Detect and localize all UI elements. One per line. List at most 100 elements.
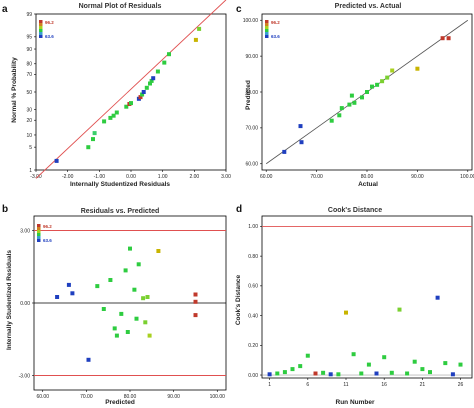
panel-b-point [193,313,198,318]
panel-c-legend-high-swatch [265,20,269,23]
panel-c-legend-high-label: 96.2 [271,20,280,25]
panel-c-pred-vs-actual: c Predicted vs. Actual Actual Predicted … [236,3,474,188]
panel-b-legend-high-label: 96.2 [43,224,52,229]
panel-a-point [197,26,202,31]
panel-a-legend-grad-2 [39,26,43,29]
panel-b-point [55,295,60,299]
panel-b-legend-grad-2 [37,230,41,233]
panel-c-legend-grad-4 [265,32,269,35]
panel-d-ytick-label: 0.60 [248,284,258,290]
panel-b-ytick-label: -3.00 [19,373,31,379]
panel-c-point [349,93,354,98]
panel-c-ytick-label: 70.00 [245,126,258,132]
panel-c-ylabel: Predicted [245,80,252,110]
panel-c-title: Predicted vs. Actual [335,3,402,10]
panel-a-point [91,137,95,142]
panel-a-point [111,113,116,118]
panel-c-point [375,82,380,87]
panel-a-legend-low-label: 63.6 [45,34,54,39]
panel-d-point [420,367,425,372]
panel-b-point [136,262,141,267]
panel-c-point [298,124,303,129]
panel-a-point [86,145,91,150]
panel-c-point [360,95,364,100]
panel-c-point [415,66,420,71]
panel-a-xtick-label: 0.00 [126,174,136,180]
panel-d-frame [261,215,473,379]
panel-d-xtick-label: 26 [458,382,464,388]
panel-c-legend-grad-1 [265,23,269,26]
panel-a-legend-grad-3 [39,29,43,32]
panel-d-point [458,362,463,367]
panel-b-letter: b [2,204,8,215]
panel-a-legend-grad-1 [39,23,43,26]
panel-a-xtick-label: 1.00 [158,174,168,180]
panel-a-point [108,115,113,120]
panel-a-point [193,37,198,42]
panel-b-ylabel: Internally Studentized Residuals [6,250,13,350]
panel-c-xlabel: Actual [358,181,378,188]
panel-a-xtick-label: -3.00 [30,174,42,180]
panel-a-ytick-label: 95 [26,35,32,41]
panel-b-xtick-label: 80.00 [124,394,137,400]
panel-d-ytick-label: 0.40 [248,313,258,319]
panel-d-point [359,371,364,376]
panel-a-point [114,110,119,115]
panel-b-legend-low-swatch [37,239,41,242]
panel-a-point [124,104,129,109]
panel-d-point [298,364,303,369]
panel-d-point [435,295,440,300]
panel-d-point [267,372,272,377]
panel-b-legend-high-swatch [37,224,41,227]
panel-d-point [344,310,348,315]
panel-a-ytick-label: 80 [26,62,32,68]
panel-c-xtick-label: 70.00 [310,174,323,180]
panel-c-point [446,36,451,41]
panel-b-point [123,268,128,273]
panel-d-point [382,355,387,360]
panel-a-ytick-label: 5 [29,145,32,151]
panel-b-title: Residuals vs. Predicted [81,208,160,215]
panel-a-xlabel: Internally Studentized Residuals [70,181,170,188]
panel-c-point [380,79,385,84]
panel-a-legend-low-swatch [39,35,43,38]
panel-b-legend-grad-4 [37,236,41,239]
panel-c-xtick-label: 80.00 [361,174,374,180]
panel-b-point [143,320,148,325]
panel-c-point [365,90,369,94]
panel-c-point [329,118,334,123]
panel-b-point [141,296,146,301]
panel-d-point [321,370,326,375]
panel-b-legend-low-label: 63.6 [43,238,52,243]
panel-c-point [370,84,374,89]
panel-b-xtick-label: 60.00 [36,394,49,400]
panel-c-xtick-label: 60.00 [260,174,273,180]
panel-b-point [108,278,113,282]
panel-a-point [155,69,160,74]
panel-d-xtick-label: 16 [381,382,387,388]
panel-b-point [119,311,124,316]
panel-a-point [92,131,97,136]
panel-a-point [162,60,167,65]
panel-a-ytick-label: 90 [26,47,32,53]
panel-d-point [366,362,371,367]
panel-d-point [405,371,410,376]
panel-d-ytick-label: 0.80 [248,254,258,260]
panel-d-point [328,372,333,377]
panel-a-point [151,76,156,81]
panel-a-letter: a [2,4,8,15]
panel-b-ytick-label: 0.00 [20,301,30,307]
panel-c-point [352,100,357,105]
panel-a-point [149,78,154,83]
panel-c-point [390,68,395,73]
panel-b-xlabel: Predicted [105,399,135,406]
panel-b-point [156,249,161,253]
panel-d-point [305,353,310,358]
panel-d-point [397,307,402,312]
panel-c-legend-grad-3 [265,29,269,32]
panel-b-point [193,292,198,297]
panel-a-title: Normal Plot of Residuals [79,3,162,10]
panel-a-point [148,81,152,86]
panel-d-point [428,370,432,375]
